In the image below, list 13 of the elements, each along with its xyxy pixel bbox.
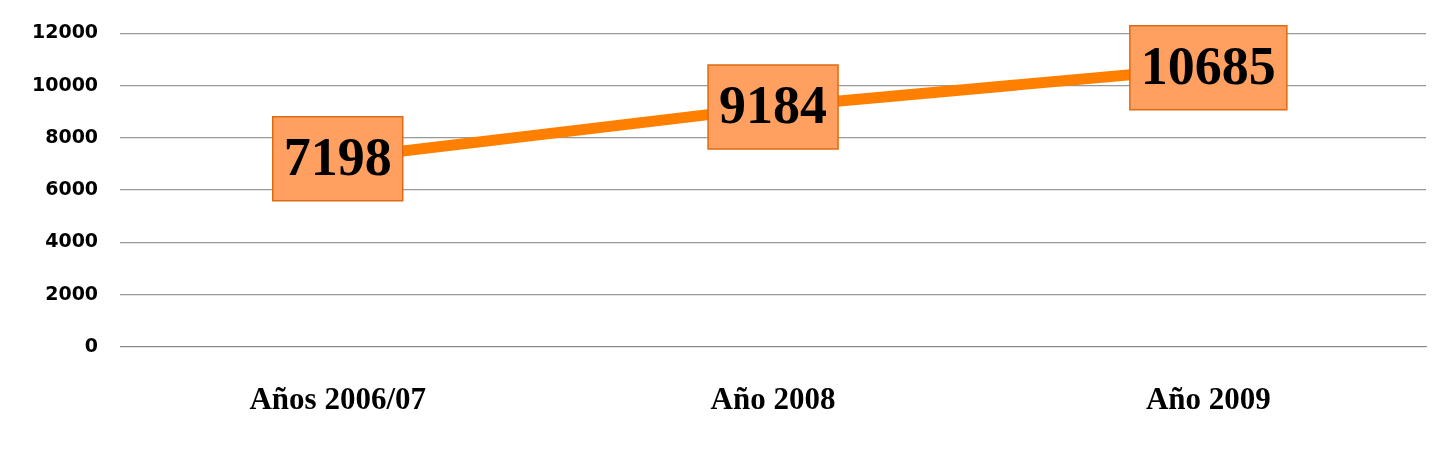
y-tick-label: 12000	[31, 20, 99, 43]
x-tick-label: Año 2008	[710, 381, 836, 417]
y-tick-label: 4000	[45, 229, 99, 252]
y-tick-label: 10000	[31, 72, 99, 95]
x-tick-label: Año 2009	[1145, 381, 1271, 417]
data-label: 9184	[719, 74, 828, 135]
x-tick-label: Años 2006/07	[249, 381, 427, 417]
data-label: 10685	[1140, 35, 1276, 96]
y-tick-label: 8000	[45, 124, 99, 147]
y-tick-label: 2000	[45, 281, 99, 304]
y-tick-label: 0	[84, 333, 99, 356]
data-label: 7198	[283, 126, 392, 187]
y-tick-label: 6000	[45, 177, 99, 200]
